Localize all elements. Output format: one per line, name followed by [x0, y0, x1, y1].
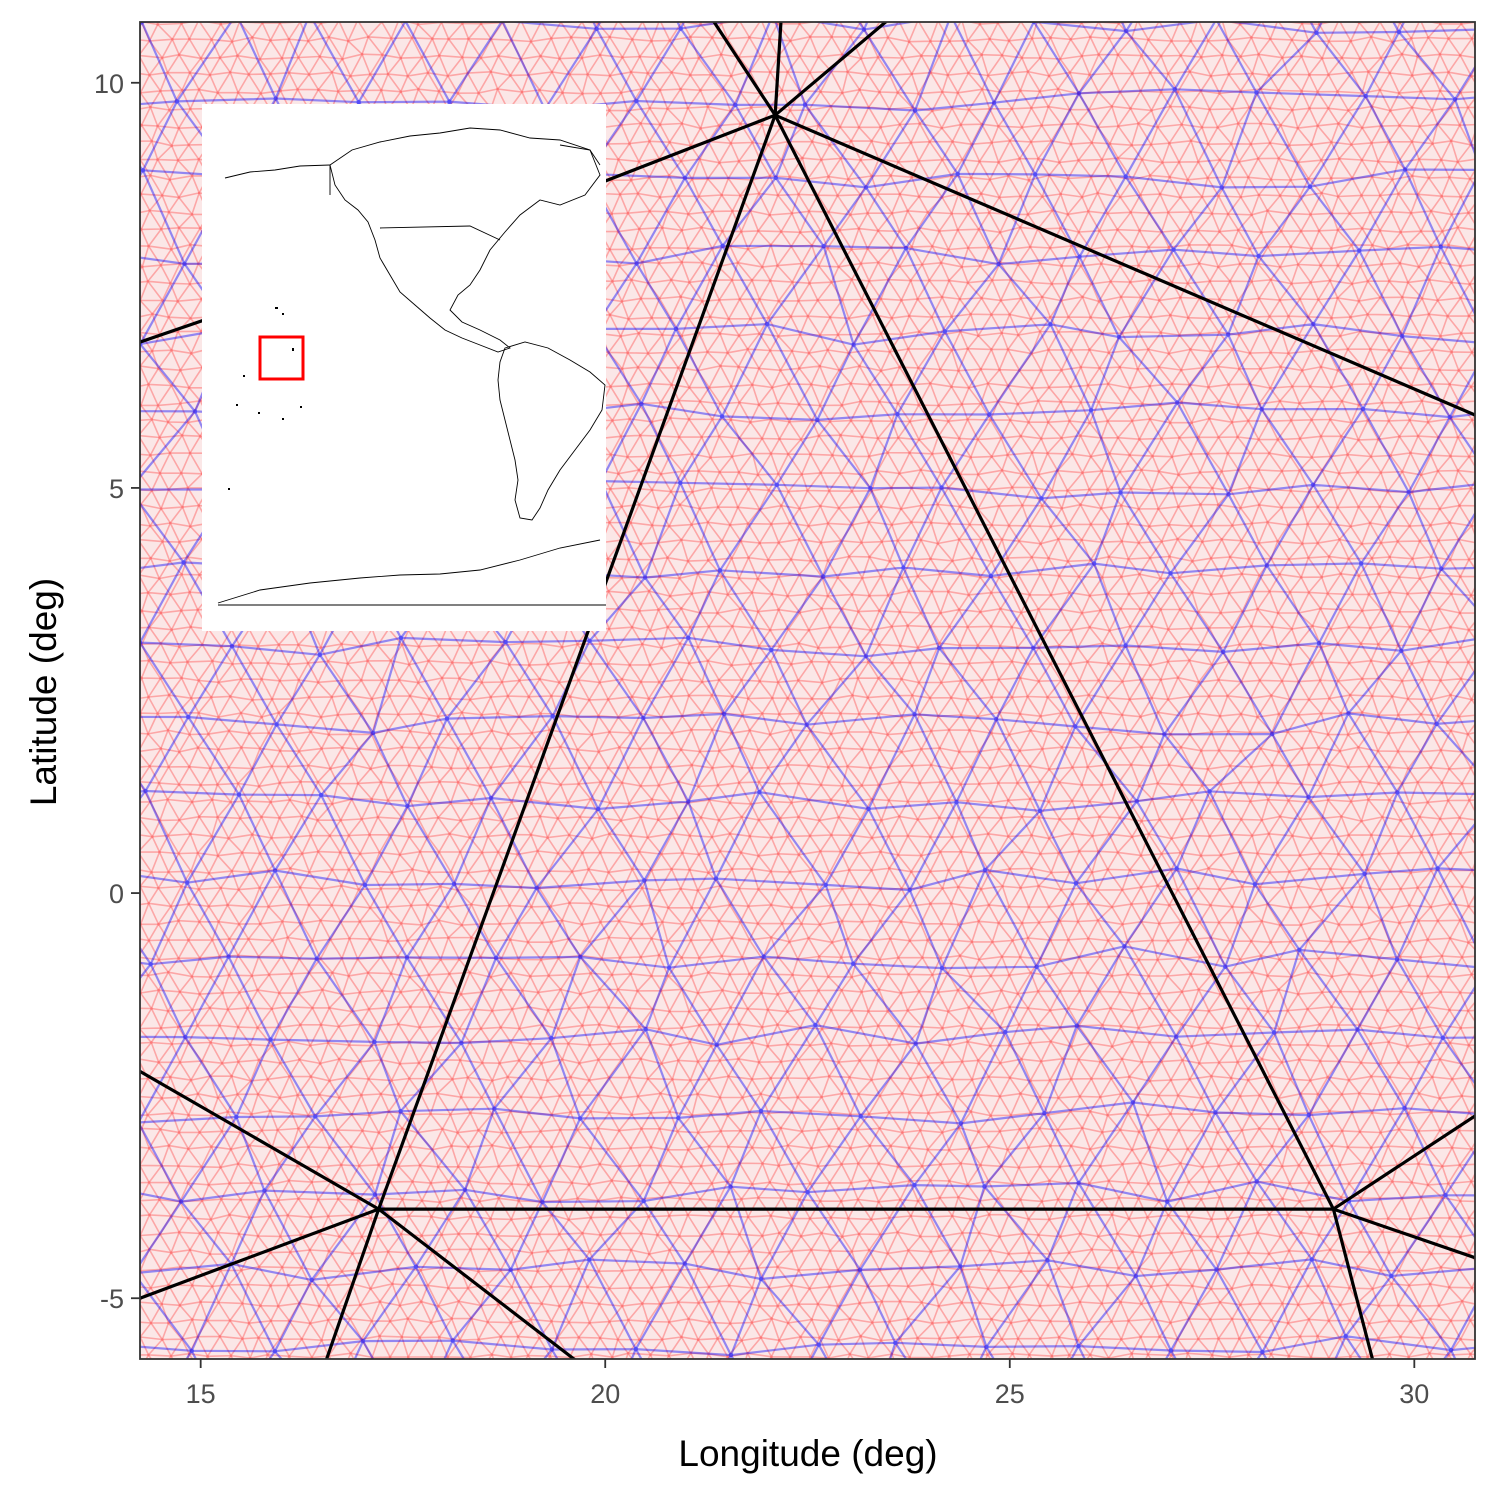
y-tick-label: 5 [109, 474, 124, 504]
inset-map [202, 104, 606, 631]
coarse-edge [1332, 1114, 1475, 1211]
coarse-edge [140, 1207, 380, 1300]
coarse-edge [324, 1208, 381, 1359]
y-axis-title: Latitude (deg) [23, 578, 64, 806]
inset-alaska [224, 164, 331, 179]
coarse-edge [774, 113, 1475, 417]
coarse-edge [712, 22, 777, 117]
coarse-edge [377, 1207, 577, 1359]
coarse-edge [774, 22, 889, 117]
x-axis: 15 20 25 30 [186, 1359, 1429, 1409]
coarse-edge [1331, 1208, 1375, 1359]
x-axis-title: Longitude (deg) [678, 1433, 937, 1474]
inset-antarctica [217, 539, 601, 604]
coarse-edge [1332, 1207, 1475, 1260]
coarse-edge [773, 22, 783, 116]
inset-canada-border [329, 165, 501, 241]
y-tick-label: 0 [109, 879, 124, 909]
inset-north-america [329, 127, 601, 353]
y-axis: -5 0 5 10 [94, 69, 140, 1314]
y-tick-label: -5 [100, 1284, 124, 1314]
x-tick-label: 25 [995, 1379, 1025, 1409]
inset-greenland [559, 144, 601, 166]
panel-border [139, 21, 1476, 1360]
x-tick-label: 15 [186, 1379, 216, 1409]
coarse-edge [377, 114, 777, 1210]
x-tick-label: 20 [590, 1379, 620, 1409]
coarse-edge [773, 114, 1335, 1210]
y-tick-label: 10 [94, 69, 124, 99]
inset-highlight-box [258, 335, 305, 381]
x-tick-label: 30 [1399, 1379, 1429, 1409]
inset-south-america [497, 341, 606, 521]
coarse-edge [140, 1069, 380, 1211]
inset-islands [228, 307, 302, 490]
